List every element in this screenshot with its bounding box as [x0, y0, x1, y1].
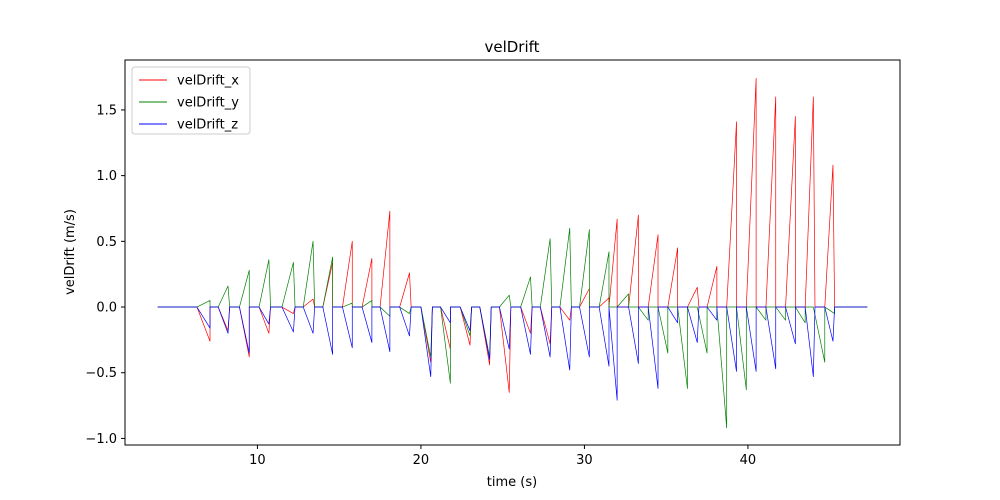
plot-frame	[124, 59, 901, 446]
series-layer	[157, 78, 868, 429]
legend-label-velDrift_x: velDrift_x	[177, 74, 239, 89]
y-axis-title: velDrift (m/s)	[63, 209, 78, 295]
series-line-velDrift_x	[157, 78, 868, 393]
legend-label-velDrift_z: velDrift_z	[177, 118, 238, 133]
legend-label-velDrift_y: velDrift_y	[177, 96, 239, 111]
y-tick-label: 1.5	[96, 103, 117, 118]
x-tick-label: 10	[249, 453, 266, 468]
series-line-velDrift_y	[157, 227, 868, 429]
chart-title: velDrift	[484, 38, 539, 56]
y-tick-label: −1.0	[85, 432, 117, 447]
legend-box	[131, 66, 251, 135]
y-tick-label: −0.5	[85, 366, 117, 381]
y-tick-label: 1.0	[96, 169, 117, 184]
series-line-velDrift_z	[157, 306, 868, 401]
legend: velDrift_x velDrift_y velDrift_z	[131, 66, 251, 135]
x-tick-label: 20	[413, 453, 430, 468]
x-tick-label: 40	[740, 453, 757, 468]
x-axis-title: time (s)	[487, 475, 537, 490]
x-tick-label: 30	[576, 453, 593, 468]
ticks-layer: 10 20 30 40 −1.0 −0.5 0.0 0.5 1.0 1.5	[85, 103, 756, 468]
y-tick-label: 0.5	[96, 235, 117, 250]
y-tick-label: 0.0	[96, 301, 117, 316]
